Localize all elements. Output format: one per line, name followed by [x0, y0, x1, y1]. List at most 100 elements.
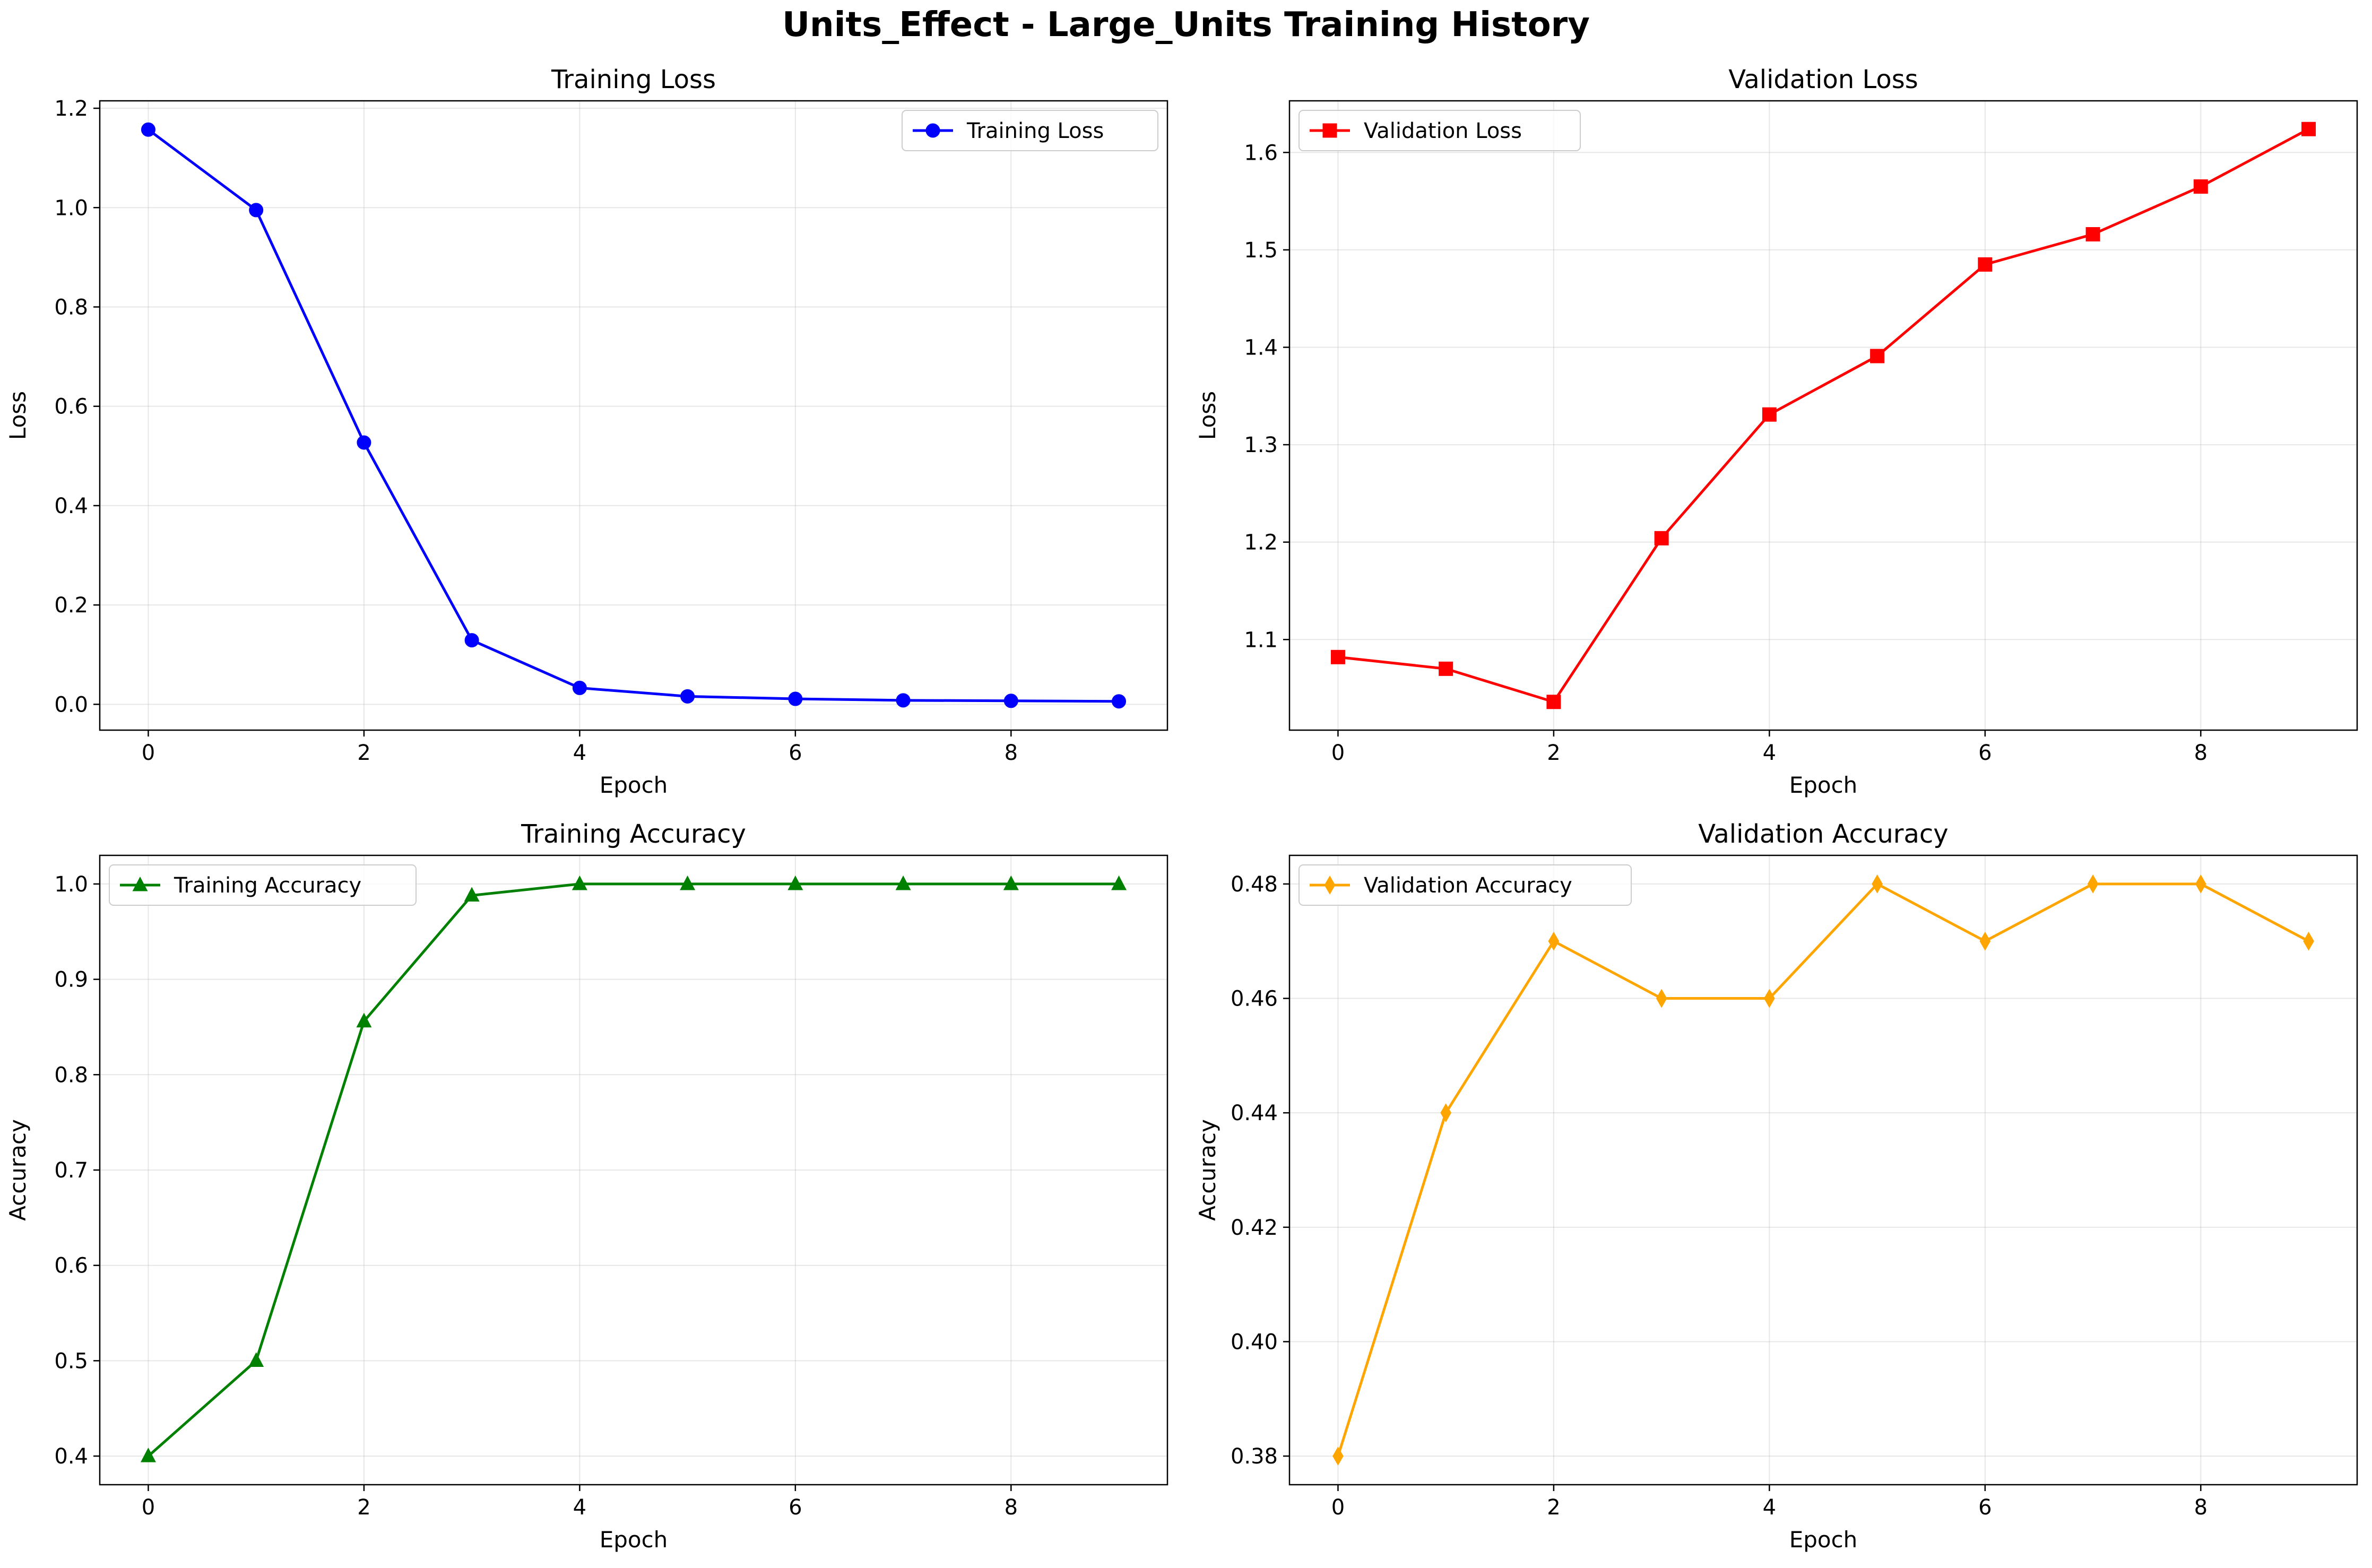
panel-training-loss: 0 2 4 6 8 0.0 0.2 0.4 0.6 0.8 1.0 1.2 Training Loss E…: [5, 65, 1168, 798]
subplot-title: Training Accuracy: [521, 819, 746, 849]
data-point: [249, 203, 264, 218]
data-point: [1872, 874, 1883, 894]
series-line-training-loss: [147, 128, 1119, 703]
y-tick-label: 0.8: [54, 1063, 88, 1087]
axes-frame: [99, 854, 1168, 1486]
legend: Validation Accuracy: [1298, 864, 1632, 906]
data-point: [572, 680, 587, 695]
panel-validation-loss: 0 2 4 6 8 1.1 1.2 1.3 1.4 1.5 1.6 Validation Loss Ep…: [1194, 65, 2358, 798]
y-tick-label: 1.2: [54, 97, 88, 121]
x-tick-label: 8: [2194, 1495, 2207, 1520]
x-tick-label: 0: [142, 741, 155, 765]
legend: Validation Loss: [1298, 110, 1581, 151]
data-point: [1870, 349, 1885, 363]
data-point: [356, 1012, 372, 1028]
y-axis-label: Loss: [1194, 391, 1220, 440]
data-point: [357, 435, 371, 450]
data-point: [572, 875, 587, 890]
data-point: [248, 1352, 264, 1367]
y-tick-label: 1.0: [54, 872, 88, 897]
y-tick-label: 1.6: [1244, 141, 1278, 165]
legend-label: Validation Loss: [1364, 119, 1522, 143]
subplot-title: Validation Loss: [1728, 65, 1918, 94]
legend: Training Loss: [902, 110, 1158, 151]
data-point: [1978, 257, 1993, 272]
x-tick-label: 0: [1331, 1495, 1345, 1520]
data-point: [1111, 875, 1127, 890]
x-tick-label: 4: [573, 1495, 586, 1520]
y-tick-label: 0.6: [54, 395, 88, 419]
y-tick-label: 1.4: [1244, 335, 1278, 360]
x-axis-label: Epoch: [1789, 1527, 1858, 1553]
legend-box: [109, 864, 417, 906]
data-point: [680, 875, 696, 890]
y-axis-label: Accuracy: [1194, 1119, 1220, 1221]
y-tick-label: 0.40: [1231, 1330, 1278, 1354]
y-tick-label: 0.38: [1231, 1444, 1278, 1469]
x-tick-label: 4: [1763, 1495, 1776, 1520]
panel-training-accuracy: 0 2 4 6 8 0.4 0.5 0.6 0.7 0.8 0.9 1.0 Training Accur…: [5, 819, 1168, 1553]
data-point: [1112, 694, 1127, 709]
figure-title: Units_Effect - Large_Units Training Hist…: [782, 5, 1590, 45]
legend-marker: [925, 123, 940, 138]
data-point: [464, 887, 480, 902]
data-point: [1332, 1446, 1344, 1466]
data-point: [2085, 227, 2100, 242]
y-tick-label: 1.1: [1244, 628, 1278, 652]
data-point: [1979, 931, 1991, 951]
data-point: [788, 691, 803, 706]
y-tick-label: 1.0: [54, 196, 88, 220]
x-tick-label: 8: [1005, 1495, 1018, 1520]
y-tick-label: 1.2: [1244, 531, 1278, 555]
y-tick-label: 0.0: [54, 692, 88, 717]
data-point: [2087, 874, 2099, 894]
y-tick-label: 0.9: [54, 968, 88, 992]
data-point: [1764, 989, 1775, 1008]
data-point: [2303, 931, 2314, 951]
x-tick-label: 4: [573, 741, 586, 765]
legend-box: [1298, 110, 1581, 151]
x-tick-label: 8: [2194, 741, 2207, 765]
x-tick-label: 4: [1763, 741, 1776, 765]
subplot-title: Training Loss: [551, 65, 716, 94]
y-tick-label: 0.4: [54, 494, 88, 518]
x-tick-label: 2: [357, 1495, 370, 1520]
data-point: [895, 875, 911, 890]
data-point: [896, 693, 911, 708]
data-point: [1330, 649, 1345, 664]
axes-frame: [1288, 100, 2358, 731]
axes-frame: [99, 100, 1168, 731]
data-point: [464, 633, 479, 648]
data-point: [1440, 1103, 1452, 1123]
x-tick-label: 6: [789, 1495, 802, 1520]
data-point: [1548, 931, 1560, 951]
y-tick-label: 0.7: [54, 1158, 88, 1183]
data-point: [141, 122, 155, 137]
data-point: [1003, 694, 1018, 708]
y-tick-label: 0.4: [54, 1444, 88, 1469]
x-tick-label: 0: [142, 1495, 155, 1520]
subplot-title: Validation Accuracy: [1698, 819, 1948, 849]
data-point: [787, 875, 803, 890]
x-axis-label: Epoch: [1789, 772, 1858, 798]
y-tick-label: 1.3: [1244, 433, 1278, 457]
y-tick-label: 0.46: [1231, 987, 1278, 1011]
data-point: [680, 689, 695, 704]
y-tick-label: 0.6: [54, 1254, 88, 1278]
x-tick-label: 2: [357, 741, 370, 765]
legend-label: Training Accuracy: [174, 873, 361, 898]
axes-frame: [1288, 854, 2358, 1486]
legend-label: Validation Accuracy: [1364, 873, 1572, 898]
y-tick-label: 0.48: [1231, 872, 1278, 897]
y-tick-label: 1.5: [1244, 238, 1278, 263]
legend: Training Accuracy: [109, 864, 417, 906]
data-point: [2301, 122, 2316, 136]
panel-validation-accuracy: 0 2 4 6 8 0.38 0.40 0.42 0.44 0.46 0.48 Validation …: [1194, 819, 2358, 1553]
legend-marker: [1324, 876, 1336, 895]
series-line-validation-loss: [1338, 128, 2309, 704]
data-point: [1654, 531, 1669, 545]
data-point: [2195, 874, 2206, 894]
y-axis-label: Accuracy: [5, 1119, 31, 1221]
data-point: [1003, 875, 1019, 890]
